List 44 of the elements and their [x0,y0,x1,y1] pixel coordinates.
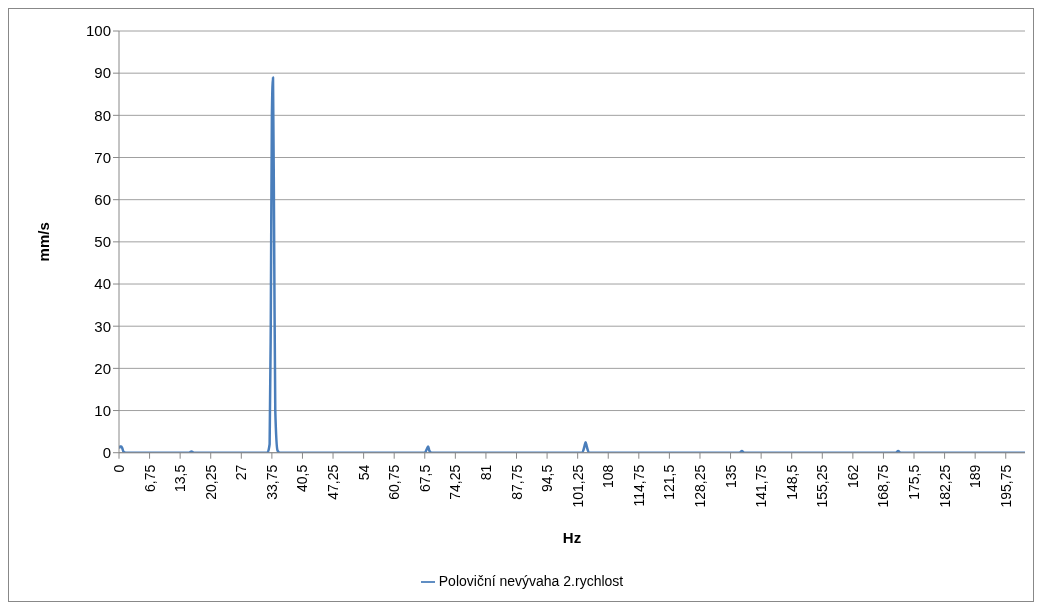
x-tick-label: 0 [111,464,127,473]
x-tick-label: 162 [844,464,861,489]
x-tick-label: 13,5 [172,464,189,492]
x-tick-label: 195,75 [997,464,1014,508]
x-tick-label: 87,75 [508,464,525,500]
legend-label: Poloviční nevývaha 2.rychlost [438,572,624,589]
y-tick-label: 60 [94,191,111,209]
y-tick-label: 30 [94,317,111,335]
y-tick-label: 40 [94,275,111,293]
x-tick-label: 60,75 [386,464,403,500]
x-tick-label: 155,25 [814,464,831,508]
x-tick-label: 40,5 [294,464,311,492]
y-tick-label: 10 [94,401,111,419]
x-tick-label: 6,75 [141,464,158,492]
x-axis-title: Hz [562,528,582,546]
x-tick-label: 101,25 [569,464,586,508]
y-tick-label: 100 [85,22,111,40]
x-tick-label: 94,5 [539,464,556,492]
x-tick-label: 47,25 [325,464,342,500]
x-tick-label: 141,75 [753,464,770,508]
y-tick-label: 80 [94,106,111,124]
x-tick-label: 121,5 [661,464,678,500]
x-tick-label: 128,25 [691,464,708,508]
x-tick-label: 175,5 [906,464,923,500]
x-tick-label: 135 [722,464,739,489]
x-tick-label: 182,25 [936,464,953,508]
x-tick-label: 67,5 [416,464,433,492]
y-tick-label: 20 [94,359,111,377]
x-tick-label: 189 [967,464,984,489]
x-tick-label: 81 [477,464,494,481]
y-tick-label: 50 [94,233,111,251]
y-tick-label: 90 [94,64,111,82]
x-tick-label: 33,75 [263,464,280,500]
y-tick-label: 0 [102,444,111,462]
x-tick-label: 54 [355,464,372,481]
x-tick-label: 20,25 [202,464,219,500]
x-tick-label: 168,75 [875,464,892,508]
x-tick-label: 27 [233,464,250,481]
x-tick-label: 108 [600,464,617,489]
y-tick-label: 70 [94,148,111,166]
x-tick-label: 74,25 [447,464,464,500]
y-axis-title: mm/s [35,222,53,262]
x-tick-label: 114,75 [630,464,647,507]
x-tick-label: 148,5 [783,464,800,500]
